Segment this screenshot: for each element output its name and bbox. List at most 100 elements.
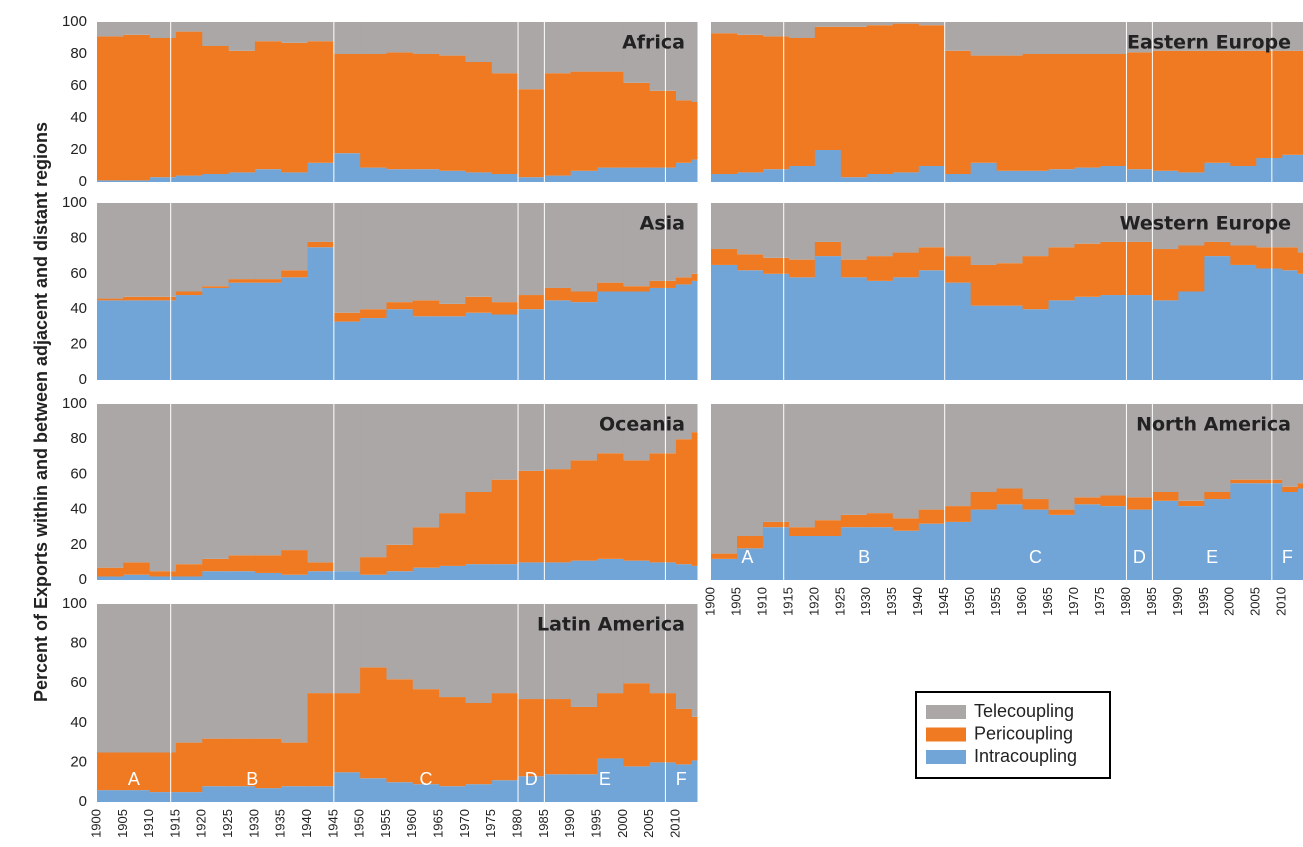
bar-segment <box>175 31 203 176</box>
bar-segment <box>544 699 572 775</box>
bar-segment <box>1230 483 1257 580</box>
bar-segment <box>281 277 309 380</box>
bar-segment <box>307 404 335 563</box>
bar-segment <box>202 46 230 174</box>
bar-segment <box>918 523 946 580</box>
bar-segment <box>1230 245 1257 265</box>
bar-segment <box>1022 170 1050 182</box>
bar-segment <box>386 22 414 53</box>
bar-segment <box>386 169 414 182</box>
bar-segment <box>307 41 335 163</box>
bar-segment <box>228 604 256 739</box>
bar-segment <box>788 536 816 580</box>
bar-segment <box>840 259 868 278</box>
bar-segment <box>814 256 842 380</box>
bar-segment <box>360 667 387 779</box>
bar-segment <box>1282 492 1299 580</box>
bar-segment <box>1297 488 1303 580</box>
bar-segment <box>918 166 946 182</box>
bar-segment <box>840 22 868 27</box>
bar-segment <box>465 296 493 313</box>
x-tick-label: 1930 <box>858 587 873 616</box>
bar-segment <box>1126 497 1153 510</box>
bar-segment <box>1297 273 1303 380</box>
bar-segment <box>1204 492 1231 500</box>
bar-segment <box>866 174 894 182</box>
x-tick-label: 1985 <box>536 809 551 838</box>
x-tick-label: 1905 <box>728 587 743 616</box>
bar-segment <box>711 33 738 175</box>
bar-segment <box>597 167 624 182</box>
bar-segment <box>281 42 309 173</box>
bar-segment <box>918 509 946 524</box>
bar-segment <box>412 784 440 802</box>
bar-segment <box>1100 495 1127 507</box>
bar-segment <box>649 604 677 694</box>
period-label: E <box>1206 547 1218 567</box>
bar-segment <box>281 742 309 787</box>
x-tick-label: 1985 <box>1144 587 1159 616</box>
bar-segment <box>649 203 677 281</box>
x-tick-label: 1915 <box>780 587 795 616</box>
bar-segment <box>840 26 868 178</box>
y-tick-label: 100 <box>62 395 87 412</box>
bar-segment <box>691 565 698 580</box>
y-tick-label: 60 <box>70 465 87 482</box>
bar-segment <box>1126 295 1153 380</box>
bar-segment <box>360 778 387 802</box>
bar-segment <box>254 203 282 280</box>
bar-segment <box>175 291 203 296</box>
bar-segment <box>1282 50 1299 155</box>
y-tick-label: 40 <box>70 300 87 317</box>
bar-segment <box>202 738 230 787</box>
bar-segment <box>1022 499 1050 510</box>
bar-segment <box>944 50 972 174</box>
y-tick-label: 60 <box>70 674 87 691</box>
bar-segment <box>1022 509 1050 580</box>
x-tick-label: 1965 <box>431 809 446 838</box>
bar-segment <box>491 302 519 315</box>
bar-segment <box>491 203 519 303</box>
bar-segment <box>439 404 466 514</box>
bar-segment <box>597 291 624 380</box>
bar-segment <box>254 572 282 580</box>
x-tick-label: 1925 <box>832 587 847 616</box>
bar-segment <box>281 172 309 182</box>
bar-segment <box>123 404 151 563</box>
bar-segment <box>307 247 335 380</box>
bar-segment <box>175 792 203 802</box>
bar-segment <box>175 576 203 580</box>
bar-segment <box>254 169 282 182</box>
bar-segment <box>1074 404 1101 498</box>
bar-segment <box>570 203 598 292</box>
bar-segment <box>996 488 1024 505</box>
bar-segment <box>840 404 868 515</box>
x-tick-label: 1920 <box>194 809 209 838</box>
bar-segment <box>281 22 309 43</box>
bar-segment <box>892 203 920 253</box>
bar-segment <box>1074 203 1101 244</box>
bar-segment <box>1230 50 1257 166</box>
bar-segment <box>762 521 790 528</box>
bar-segment <box>1282 203 1299 248</box>
bar-segment <box>360 54 387 168</box>
bar-segment <box>1178 506 1205 580</box>
bar-segment <box>360 203 387 310</box>
bar-segment <box>736 536 764 549</box>
bar-segment <box>1048 247 1076 301</box>
bar-segment <box>623 404 651 461</box>
bar-segment <box>597 453 624 559</box>
bar-segment <box>1256 158 1283 182</box>
bar-segment <box>691 159 698 182</box>
bar-segment <box>491 404 519 480</box>
bar-segment <box>944 521 972 580</box>
bar-segment <box>307 604 335 694</box>
bar-segment <box>675 404 693 440</box>
bar-segment <box>333 203 361 313</box>
y-tick-label: 100 <box>62 13 87 30</box>
bar-segment <box>97 567 124 577</box>
bar-segment <box>691 280 698 380</box>
bar-segment <box>175 404 203 565</box>
bar-segment <box>149 576 177 580</box>
